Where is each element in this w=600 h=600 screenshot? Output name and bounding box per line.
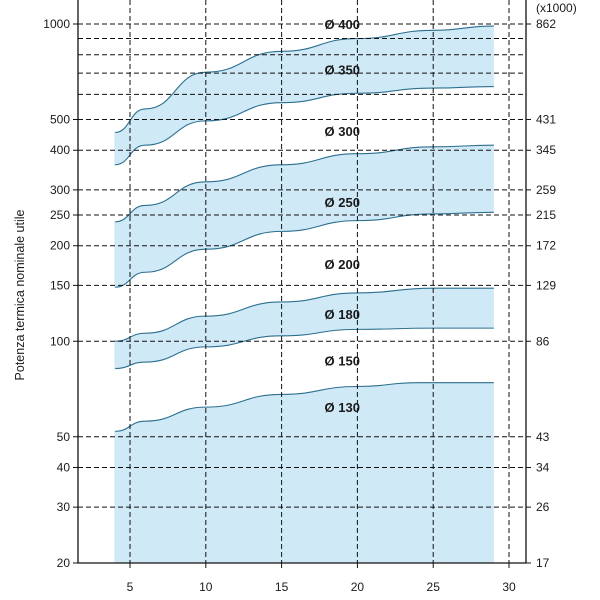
y-tick-label-left-100: 100 [50, 334, 70, 348]
y-tick-label-left-400: 400 [50, 143, 70, 157]
x-tick-label-5: 5 [127, 580, 134, 594]
x-tick-label-30: 30 [502, 580, 516, 594]
y-tick-label-right-431: 431 [536, 113, 556, 127]
labels-layer: 1000 500 400 300 250 200 150 100 50 40 30 20 862 431 3… [43, 17, 556, 594]
y-tick-label-right-862: 862 [536, 17, 556, 31]
band-3 [114, 145, 494, 288]
diameter-label: Ø 300 [325, 124, 360, 139]
y-tick-label-left-20: 20 [57, 556, 71, 570]
y-tick-label-right-129: 129 [536, 278, 556, 292]
y-tick-label-right-26: 26 [536, 500, 550, 514]
y-tick-label-left-30: 30 [57, 500, 71, 514]
band-2 [114, 288, 494, 369]
band-4-lower-curve [114, 86, 494, 166]
bands-layer [114, 25, 494, 563]
x-tick-label-10: 10 [199, 580, 213, 594]
diameter-label: Ø 350 [325, 62, 360, 77]
y-tick-label-right-215: 215 [536, 208, 556, 222]
y-tick-label-right-345: 345 [536, 143, 556, 157]
x-tick-label-20: 20 [351, 580, 365, 594]
y-axis-label: Potenza termica nominale utile [13, 209, 27, 380]
band-4 [114, 26, 494, 165]
y-tick-label-right-86: 86 [536, 334, 550, 348]
y-tick-label-right-34: 34 [536, 460, 550, 474]
y-tick-label-right-259: 259 [536, 183, 556, 197]
y-tick-label-right-17: 17 [536, 556, 550, 570]
y-tick-label-left-500: 500 [50, 113, 70, 127]
diameter-label: Ø 250 [325, 195, 360, 210]
y-tick-label-right-172: 172 [536, 239, 556, 253]
y-tick-label-left-250: 250 [50, 208, 70, 222]
band-3-lower-curve [114, 211, 494, 288]
diameter-label: Ø 200 [325, 257, 360, 272]
y-tick-label-left-40: 40 [57, 460, 71, 474]
diameter-label: Ø 180 [325, 307, 360, 322]
x-tick-label-25: 25 [427, 580, 441, 594]
x-tick-label-15: 15 [275, 580, 289, 594]
y-tick-label-right-43: 43 [536, 430, 550, 444]
y-tick-label-left-50: 50 [57, 430, 71, 444]
right-axis-unit-label: (x1000) [536, 1, 577, 15]
y-tick-label-left-1000: 1000 [43, 17, 70, 31]
y-tick-label-left-300: 300 [50, 183, 70, 197]
diameter-label: Ø 150 [325, 353, 360, 368]
diameter-label: Ø 130 [325, 400, 360, 415]
y-tick-label-left-200: 200 [50, 239, 70, 253]
grid-layer [78, 0, 526, 564]
diameter-label: Ø 400 [325, 17, 360, 32]
axes-layer [73, 0, 531, 568]
band-1 [114, 382, 494, 563]
y-tick-label-left-150: 150 [50, 278, 70, 292]
